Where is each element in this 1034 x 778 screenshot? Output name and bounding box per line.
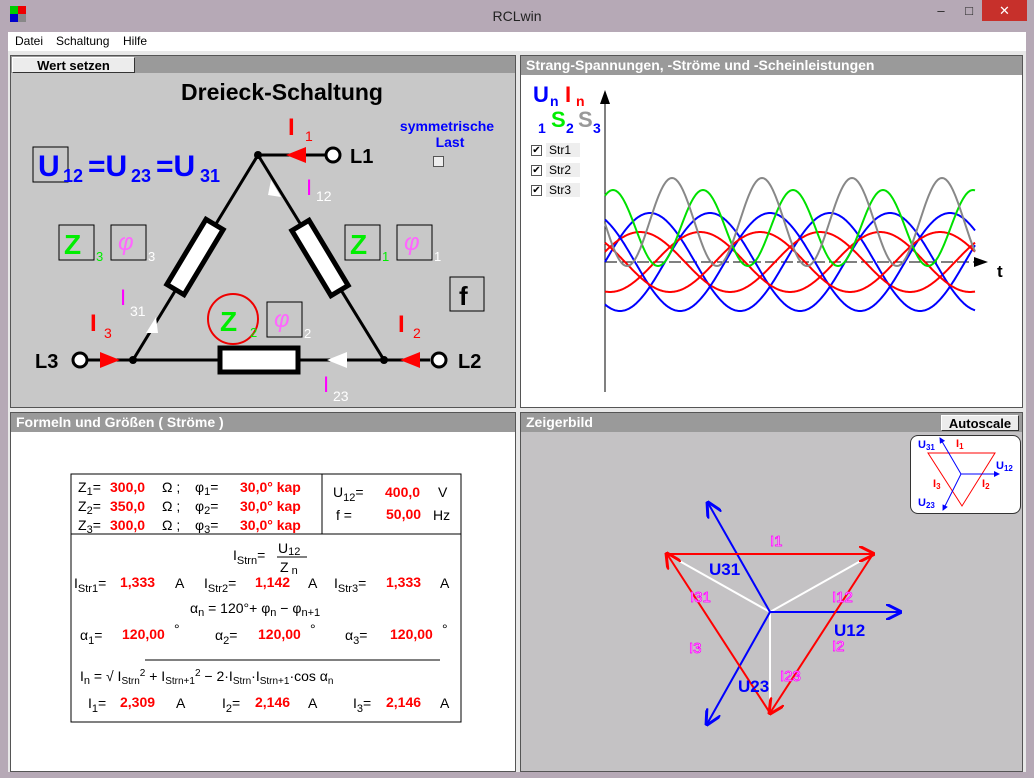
menu-schaltung[interactable]: Schaltung xyxy=(56,34,110,48)
minimize-button[interactable]: – xyxy=(937,3,945,18)
waveform-panel: Strang-Spannungen, -Ströme und -Scheinle… xyxy=(520,55,1023,408)
close-button[interactable]: ✕ xyxy=(982,0,1027,21)
set-value-button[interactable]: Wert setzen xyxy=(12,57,135,73)
circuit-panel-header xyxy=(11,56,515,73)
phasor-panel-title: Zeigerbild xyxy=(521,413,1022,432)
maximize-button[interactable]: □ xyxy=(965,3,973,18)
str2-checkbox[interactable]: ✔ xyxy=(531,165,542,176)
str3-checkbox[interactable]: ✔ xyxy=(531,185,542,196)
formula-panel: Formeln und Größen ( Ströme ) xyxy=(10,412,516,772)
circuit-panel: Wert setzen xyxy=(10,55,516,408)
phasor-panel: Zeigerbild Autoscale xyxy=(520,412,1023,772)
formula-panel-title: Formeln und Größen ( Ströme ) xyxy=(11,413,515,432)
window-title: RCLwin xyxy=(492,8,542,24)
str3-label[interactable]: Str3 xyxy=(546,183,580,197)
title-bar: RCLwin – □ ✕ xyxy=(0,0,1034,32)
rcl-app-icon xyxy=(10,6,26,22)
menu-datei[interactable]: Datei xyxy=(15,34,44,48)
waveform-panel-title: Strang-Spannungen, -Ströme und -Scheinle… xyxy=(521,56,1022,75)
str2-label[interactable]: Str2 xyxy=(546,163,580,177)
str1-checkbox[interactable]: ✔ xyxy=(531,145,542,156)
str1-label[interactable]: Str1 xyxy=(546,143,580,157)
autoscale-button[interactable]: Autoscale xyxy=(941,415,1019,431)
menu-bar: Datei Schaltung Hilfe xyxy=(8,32,1026,51)
phasor-legend-inset xyxy=(910,435,1021,514)
symmetric-load-checkbox[interactable] xyxy=(433,156,444,167)
menu-hilfe[interactable]: Hilfe xyxy=(123,34,148,48)
voltage-button[interactable] xyxy=(32,146,69,183)
